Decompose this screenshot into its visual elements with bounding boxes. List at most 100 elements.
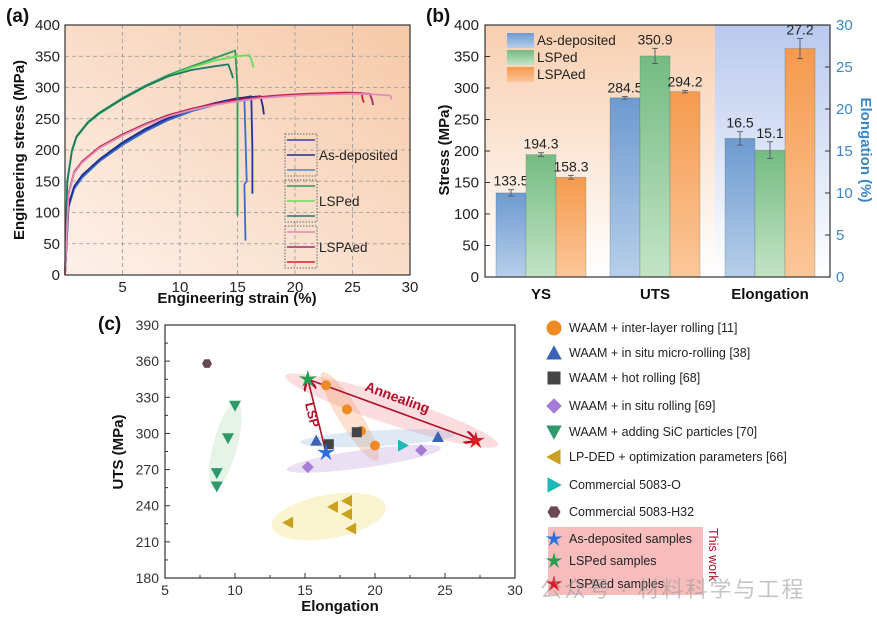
- x-tick-label: 10: [227, 582, 243, 598]
- point-star: [466, 431, 485, 449]
- panel-b-label: (b): [426, 6, 450, 27]
- legend-marker-star-icon: [545, 552, 563, 569]
- data-label: 350.9: [637, 31, 672, 47]
- legend-label: WAAM + in situ micro-rolling [38]: [569, 346, 751, 360]
- x-category-label: Elongation: [731, 286, 809, 303]
- y-tick-label: 180: [136, 570, 160, 586]
- legend-marker-shape: [546, 425, 562, 440]
- legend-marker-diamond-icon: [546, 398, 562, 414]
- point-triangle-up: [310, 434, 323, 446]
- legend-marker-shape: [547, 371, 561, 385]
- point-triangle-left: [345, 522, 357, 535]
- x-tick-label: 5: [161, 582, 169, 598]
- group-ellipse-sic: [208, 401, 242, 490]
- panel-b-ylabel: Stress (MPa): [436, 105, 453, 196]
- y-tick-label: 200: [454, 143, 479, 160]
- y-tick-label: 300: [136, 425, 160, 441]
- y-right-tick-label: 10: [836, 185, 853, 202]
- this-work-label: This work: [706, 528, 720, 582]
- legend-marker-star-icon: [545, 530, 563, 547]
- panel-c-points: [202, 359, 485, 535]
- legend-label: WAAM + inter-layer rolling [11]: [569, 321, 738, 335]
- y-tick-label: 250: [454, 112, 479, 129]
- y-tick-label: 100: [454, 206, 479, 223]
- y-tick-label: 300: [454, 80, 479, 97]
- y-tick-label: 360: [136, 353, 160, 369]
- legend-item: LP-DED + optimization parameters [66]: [545, 447, 787, 467]
- legend-marker-shape: [546, 345, 562, 360]
- y-right-tick-label: 15: [836, 143, 853, 160]
- bar-lsped-uts: [639, 55, 671, 278]
- y-tick-label: 250: [35, 111, 60, 128]
- point-triangle-right: [398, 439, 409, 452]
- data-label: 133.5: [493, 173, 528, 189]
- point-square: [323, 439, 334, 450]
- point-circle: [321, 380, 331, 391]
- y-tick-label: 100: [35, 205, 60, 222]
- bar-lsped-ys: [525, 154, 557, 278]
- data-label: 194.3: [523, 136, 558, 152]
- point-triangle-down: [222, 433, 234, 445]
- legend-label: LP-DED + optimization parameters [66]: [569, 450, 787, 464]
- panel-b: (b) 133.5194.3158.3284.5350.9294.216.515…: [426, 6, 874, 303]
- legend-label: LSPAed samples: [569, 577, 664, 591]
- bar-as-deposited-uts: [609, 97, 641, 278]
- x-tick-label: 15: [229, 279, 246, 296]
- y-right-tick-label: 5: [836, 227, 844, 244]
- point-triangle-left: [327, 500, 338, 513]
- x-tick-label: 30: [507, 582, 523, 598]
- watermark: 公众号 · 材料科学与工程: [540, 577, 806, 602]
- legend-marker-square-icon: [547, 371, 561, 385]
- y-right-tick-label: 20: [836, 101, 853, 118]
- legend-marker-shape: [546, 398, 562, 414]
- bar-lsped-elongation: [754, 149, 786, 278]
- legend-item: WAAM + in situ micro-rolling [38]: [545, 343, 750, 363]
- legend-marker-shape: [546, 449, 561, 465]
- data-label: 27.2: [786, 21, 813, 37]
- panel-c-ticks: 5 10 15 20 25 30 180 210 240 270 300 330 360 390: [136, 317, 523, 598]
- y-tick-label: 400: [35, 17, 60, 34]
- panel-a-curves: [64, 49, 393, 276]
- panel-a-frame: [64, 24, 411, 276]
- legend-label: LSPed: [537, 50, 578, 65]
- point-triangle-left: [282, 516, 294, 529]
- point-triangle-down: [210, 481, 223, 493]
- point-circle: [342, 404, 352, 415]
- y-tick-label: 50: [43, 236, 60, 253]
- legend-marker-shape: [545, 530, 563, 547]
- legend-item: WAAM + hot rolling [68]: [545, 368, 700, 388]
- y-tick-label: 150: [454, 175, 479, 192]
- panel-b-ticks: 0 50 100 150 200 250 300 350 400 0 5 10 15 20 25 30 YS UT…: [454, 17, 853, 303]
- legend-label: LSPed samples: [569, 554, 657, 568]
- legend-label: WAAM + in situ rolling [69]: [569, 399, 716, 413]
- bar-lspaed-elongation: [784, 48, 816, 278]
- point-diamond: [301, 461, 314, 474]
- panel-b-legend: As-deposited LSPed LSPAed: [507, 33, 616, 82]
- legend-marker-triangle-right-icon: [547, 477, 562, 493]
- legend-label: WAAM + hot rolling [68]: [569, 371, 701, 385]
- legend-item: LSPAed samples: [545, 574, 664, 594]
- legend-marker-shape: [547, 477, 562, 493]
- point-triangle-down: [229, 400, 241, 412]
- panel-c-ylabel: UTS (MPa): [110, 414, 127, 489]
- panel-c-xlabel: Elongation: [301, 598, 379, 615]
- point-triangle-left: [341, 508, 352, 521]
- y-tick-label: 0: [471, 269, 479, 286]
- legend-marker-hexagon-icon: [547, 506, 561, 518]
- bar-lspaed-ys: [555, 176, 587, 278]
- legend-item: LSPed samples: [545, 551, 657, 571]
- panel-c-label: (c): [98, 314, 121, 335]
- y-tick-label: 300: [35, 80, 60, 97]
- x-tick-label: 25: [344, 279, 361, 296]
- legend-item: WAAM + inter-layer rolling [11]: [545, 318, 737, 338]
- point-circle: [370, 440, 380, 451]
- y-tick-label: 150: [35, 173, 60, 190]
- y-tick-label: 400: [454, 17, 479, 34]
- legend-label: Commercial 5083-O: [569, 478, 681, 492]
- legend-marker-shape: [547, 506, 561, 518]
- arrow-lsp: [308, 379, 327, 453]
- x-tick-label: 30: [402, 279, 419, 296]
- y-tick-label: 390: [136, 317, 160, 333]
- legend-group-box: [284, 133, 318, 177]
